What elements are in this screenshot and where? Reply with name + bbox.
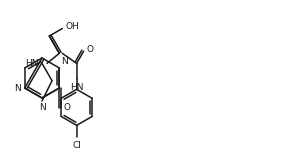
Text: OH: OH — [65, 22, 79, 31]
Text: N: N — [39, 103, 45, 112]
Text: O: O — [63, 104, 70, 112]
Text: HN: HN — [25, 59, 39, 68]
Text: Cl: Cl — [72, 141, 81, 150]
Text: O: O — [87, 45, 94, 54]
Text: HN: HN — [70, 83, 84, 92]
Text: N: N — [14, 84, 21, 92]
Text: N: N — [61, 57, 68, 66]
